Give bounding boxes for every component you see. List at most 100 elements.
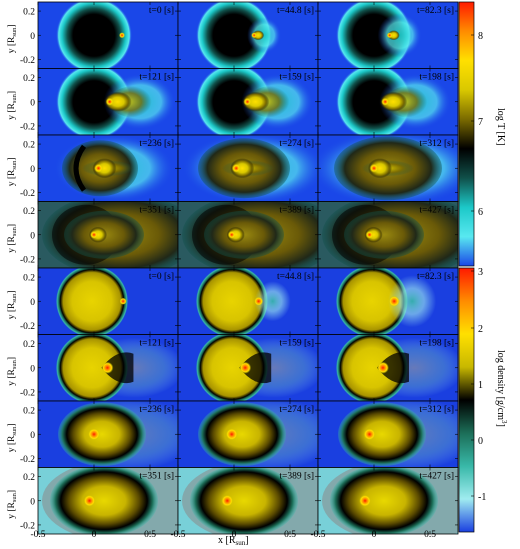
density_block-panel: t=82.3 [s] [317,267,459,335]
panel-time-label: t=312 [s] [419,139,454,149]
colorbar-tick-label: 7 [478,117,483,128]
panel-time-label: t=236 [s] [139,405,174,415]
y-tick-label: 0.2 [23,407,35,417]
x-tick-label: -0.5 [170,530,185,540]
density_block-panel: t=274 [s] [177,400,319,468]
panel-time-label: t=121 [s] [139,339,174,349]
panel-time-label: t=274 [s] [279,405,314,415]
x-tick-label: 0 [92,530,97,540]
temperature_block-panel: t=198 [s] [317,68,459,136]
density_block-panel: t=236 [s] [37,400,179,468]
density_block-panel: t=121 [s] [37,334,179,402]
panel-time-label: t=274 [s] [279,139,314,149]
y-tick-label: 0.2 [23,207,35,217]
x-tick-label: -0.5 [30,530,45,540]
y-tick-label: -0.2 [20,322,35,332]
y-tick-label: 0 [30,497,35,507]
y-tick-label: -0.2 [20,189,35,199]
temperature-colorbar: 8 7 6 log T [K] [458,1,506,267]
y-tick-label: 0.2 [23,74,35,84]
panel-time-label: t=312 [s] [419,405,454,415]
x-tick-label: -0.5 [310,530,325,540]
panel-time-label: t=44.8 [s] [277,6,314,16]
panel-time-label: t=82.3 [s] [417,272,454,282]
y-tick-label: 0.2 [23,8,35,18]
panel-time-label: t=0 [s] [149,6,174,16]
y-axis-label: y [Rsun] [7,157,18,186]
y-tick-label: -0.2 [20,255,35,265]
temperature_block-panel: t=121 [s] [37,68,179,136]
temperature_block-panel: t=389 [s] [177,201,319,269]
x-tick-label: 0.5 [144,530,156,540]
x-axis-label: x [Rsun] [218,535,249,547]
x-tick-label: 0 [232,530,237,540]
y-tick-label: 0 [30,298,35,308]
panel-time-label: t=427 [s] [419,472,454,482]
density_block-panel: t=198 [s] [317,334,459,402]
y-tick-label: -0.2 [20,388,35,398]
panel-time-label: t=198 [s] [419,339,454,349]
y-tick-label: -0.2 [20,455,35,465]
y-axis-label: y [Rsun] [7,490,18,519]
y-tick-label: 0 [30,165,35,175]
colorbar-tick-label: 0 [478,436,483,447]
y-tick-label: 0 [30,431,35,441]
y-tick-label: 0.2 [23,340,35,350]
temperature_block-panel: t=159 [s] [177,68,319,136]
y-tick-label: 0 [30,364,35,374]
temperature_block-panel: t=0 [s] [37,1,179,69]
panel-time-label: t=389 [s] [279,206,314,216]
y-tick-label: -0.2 [20,521,35,531]
temperature_block-panel: t=312 [s] [317,134,459,202]
density_block-panel: t=312 [s] [317,400,459,468]
panel-time-label: t=351 [s] [139,472,174,482]
panel-grid: t=0 [s] t=44.8 [s] t=82.3 [s] t=121 [s] t=15… [37,1,459,535]
colorbar-tick-label: 8 [478,31,483,42]
y-axis-label: y [Rsun] [7,24,18,53]
temperature_block-panel: t=427 [s] [317,201,459,269]
panel-time-label: t=0 [s] [149,272,174,282]
panel-time-label: t=236 [s] [139,139,174,149]
y-tick-label: 0.2 [23,274,35,284]
y-tick-label: 0 [30,32,35,42]
y-axis-label: y [Rsun] [7,224,18,253]
colorbar-tick-label: 1 [478,380,483,391]
density_block-panel: t=389 [s] [177,467,319,535]
temperature-colorbar-label: log T [K] [495,108,506,145]
density_block-panel: t=44.8 [s] [177,267,319,335]
figure-annotations: y [Rsun] y [Rsun] y [Rsun] y [Rsun] y [Rsun]… [7,1,508,547]
panel-time-label: t=159 [s] [279,339,314,349]
y-axis-label: y [Rsun] [7,357,18,386]
temperature_block-panel: t=44.8 [s] [177,1,319,69]
panel-time-label: t=427 [s] [419,206,454,216]
colorbar-tick-label: 6 [478,207,483,218]
x-tick-label: 0.5 [424,530,436,540]
x-tick-label: 0 [372,530,377,540]
x-tick-label: 0.5 [284,530,296,540]
temperature_block-panel: t=236 [s] [37,134,179,202]
panel-time-label: t=121 [s] [139,73,174,83]
y-tick-label: 0.2 [23,141,35,151]
temperature_block-panel: t=351 [s] [37,201,179,269]
density_block-panel: t=0 [s] [37,267,179,335]
density-colorbar-label: log density [g/cm3] [495,350,508,427]
colorbar-tick-label: 3 [478,267,483,278]
panel-time-label: t=198 [s] [419,73,454,83]
panel-time-label: t=44.8 [s] [277,272,314,282]
density_block-panel: t=351 [s] [37,467,179,535]
density_block-panel: t=427 [s] [317,467,459,535]
panel-time-label: t=159 [s] [279,73,314,83]
density-colorbar: 3 2 1 0 -1 log density [g/cm3] [458,267,508,533]
panel-time-label: t=351 [s] [139,206,174,216]
y-tick-label: 0 [30,231,35,241]
colorbar-tick-label: -1 [478,492,486,503]
y-tick-label: 0 [30,98,35,108]
y-tick-label: 0.2 [23,473,35,483]
y-tick-label: -0.2 [20,56,35,66]
colorbar-tick-label: 2 [478,324,483,335]
y-tick-label: -0.2 [20,122,35,132]
temperature_block-panel: t=82.3 [s] [317,1,459,69]
y-axis-label: y [Rsun] [7,91,18,120]
density_block-panel: t=159 [s] [177,334,319,402]
